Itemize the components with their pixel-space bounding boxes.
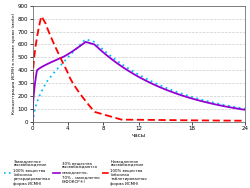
Legend: Замедленное
высвобождение
100% вещества
(обычная
ретардированная
форма ИСМН), 30: Замедленное высвобождение 100% вещества … bbox=[4, 159, 147, 186]
X-axis label: часы: часы bbox=[132, 133, 146, 138]
Y-axis label: Концентрация ИСМН в плазме крови (мкбл): Концентрация ИСМН в плазме крови (мкбл) bbox=[12, 13, 16, 114]
